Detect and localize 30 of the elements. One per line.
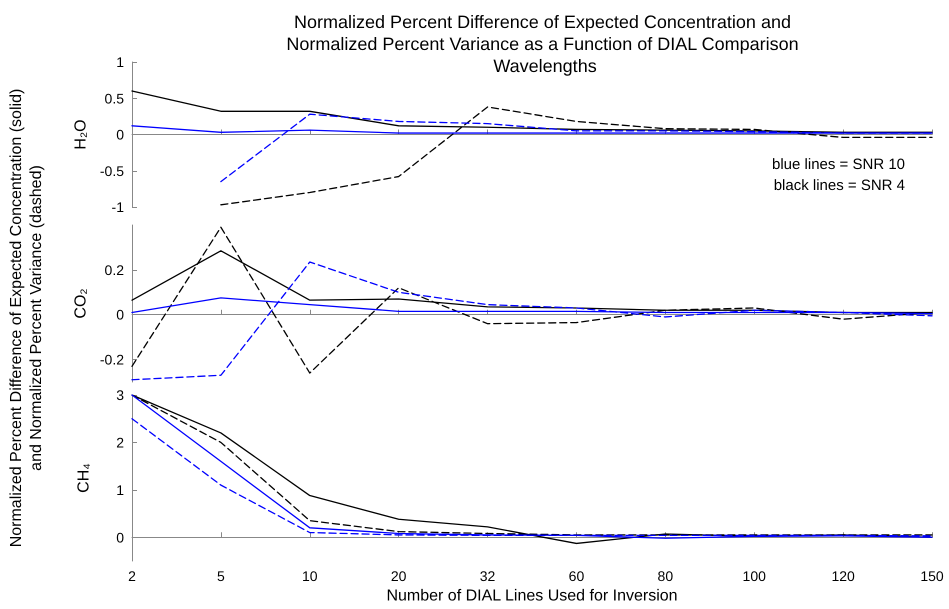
chart-title: Normalized Percent Difference of Expected Concentration and Normalized Percent Variance as a Function of DIAL Comparison Wavelengths [286,12,804,76]
y-axis-title: CH₄ [76,463,92,493]
y-axis-title: H₂O [72,119,90,150]
annotation: blue lines = SNR 10 [772,156,906,173]
y-tick-label: 0.2 [104,262,124,278]
y-tick-label: 1 [116,482,124,498]
y-tick-label: 3 [116,387,124,403]
x-axis-title: Number of DIAL Lines Used for Inversion [386,588,678,604]
y-tick-label: 0 [116,529,124,546]
x-tick-label: 120 [831,568,856,584]
shared-axis-title: Normalized Percent Difference of Expected Concentration (solid) and Normalized Percent Variance (dashed) [7,88,46,550]
y-tick-label: -0.5 [100,162,124,179]
y-tick-label: 0.5 [104,90,124,106]
annotation: black lines = SNR 4 [774,177,906,194]
x-tick-label: 5 [216,568,225,584]
x-tick-label: 100 [742,568,766,584]
x-tick-label: 32 [480,568,496,584]
x-tick-label: 80 [658,568,674,584]
y-tick-label: -1 [112,199,124,215]
x-tick-label: 150 [920,568,944,584]
x-tick-label: 20 [390,568,407,584]
y-tick-label: 1 [116,54,124,70]
y-tick-label: 0 [116,306,124,323]
x-tick-label: 60 [568,568,584,584]
y-tick-label: 2 [116,434,124,450]
x-tick-label: 2 [128,568,136,584]
y-tick-label: 0 [116,126,124,142]
y-tick-label: -0.2 [100,352,124,368]
x-tick-label: 10 [302,568,318,584]
y-axis-title: CO₂ [72,288,90,319]
